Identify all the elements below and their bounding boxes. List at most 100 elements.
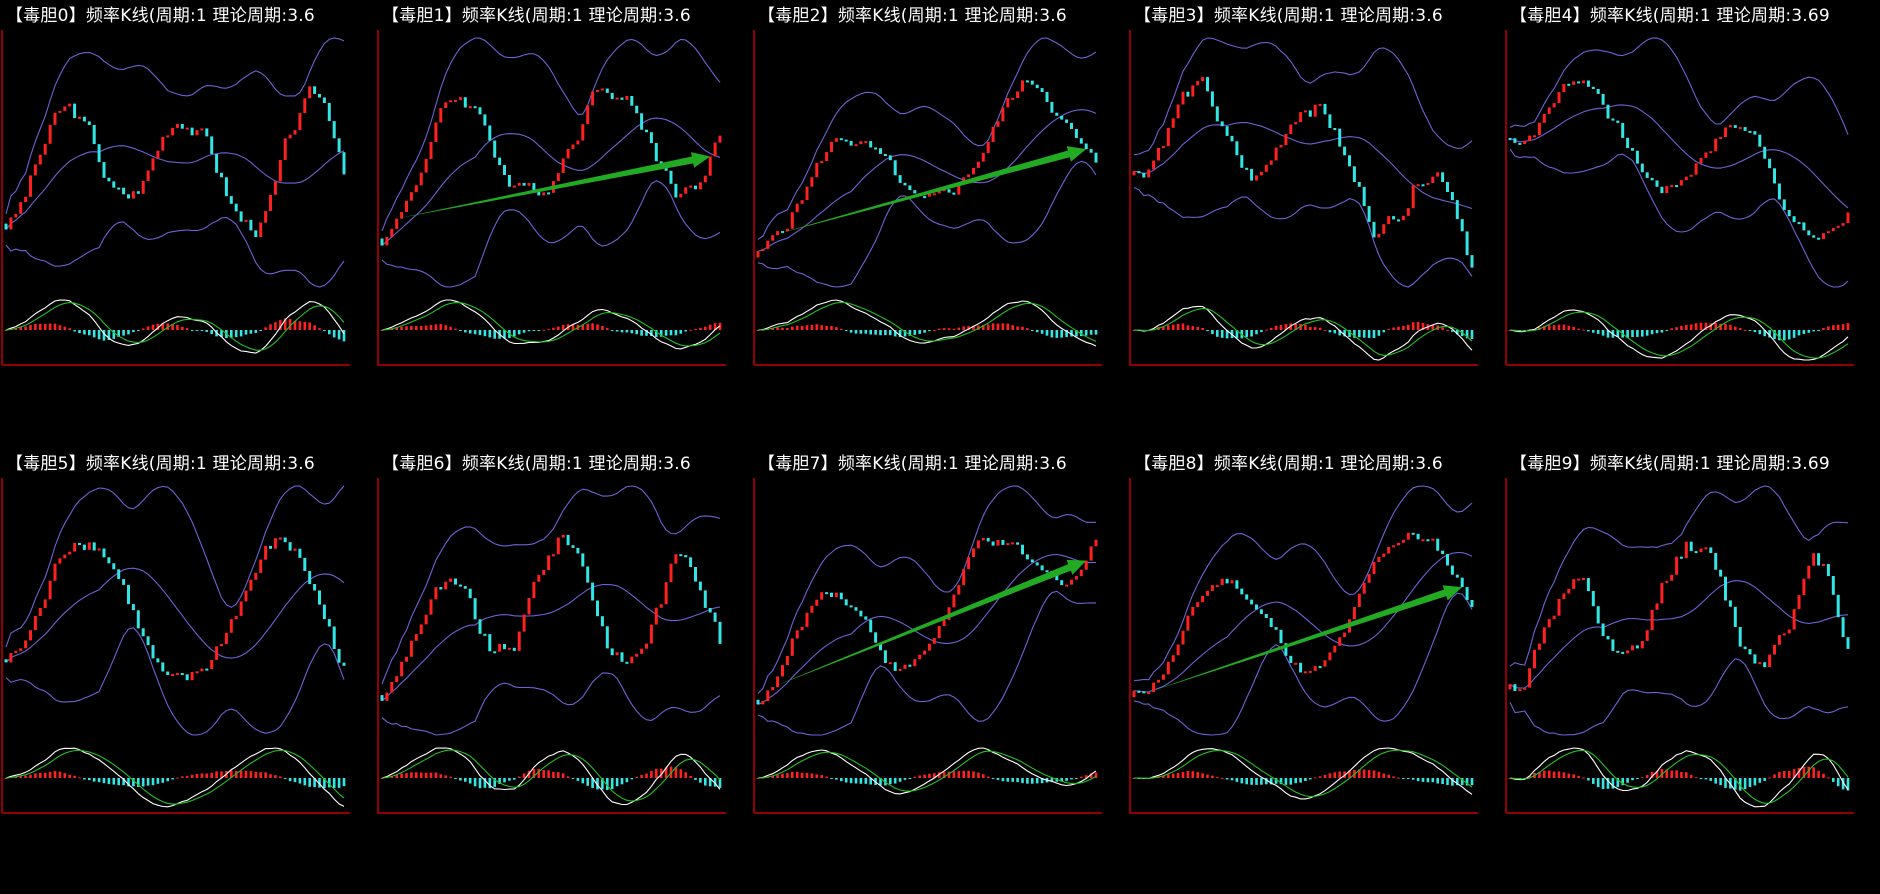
- candle: [1679, 556, 1683, 559]
- chart-panel-0[interactable]: 【毒胆0】频率K线(周期:1 理论周期:3.6: [0, 0, 375, 446]
- candle: [898, 175, 902, 183]
- candle: [1782, 199, 1786, 210]
- candle: [419, 172, 423, 186]
- candle: [903, 182, 907, 186]
- macd-bar: [517, 330, 521, 335]
- macd-bar: [298, 321, 302, 330]
- macd-bar: [952, 771, 956, 778]
- macd-bar: [708, 778, 712, 787]
- candle: [522, 182, 526, 186]
- macd-bar: [1040, 330, 1044, 334]
- macd-bar: [1626, 330, 1629, 338]
- candle: [414, 634, 418, 641]
- candle: [1743, 646, 1747, 650]
- candle: [488, 125, 492, 141]
- macd-bar: [1011, 778, 1014, 782]
- middle-band: [1509, 580, 1849, 689]
- candle: [556, 537, 560, 555]
- chart-panel-6[interactable]: 【毒胆6】频率K线(周期:1 理论周期:3.6: [376, 448, 751, 894]
- candle: [674, 183, 678, 198]
- macd-bar: [664, 330, 668, 336]
- candle: [58, 558, 62, 564]
- macd-bar: [1026, 328, 1029, 330]
- macd-bar: [1309, 326, 1312, 330]
- candle: [444, 581, 448, 590]
- macd-bar: [200, 773, 204, 778]
- candle: [947, 607, 951, 620]
- chart-panel-5[interactable]: 【毒胆5】频率K线(周期:1 理论周期:3.6: [0, 448, 375, 894]
- macd-bar: [1601, 778, 1605, 789]
- macd-bar: [635, 330, 638, 335]
- macd-bar: [650, 771, 653, 778]
- macd-bar: [576, 778, 580, 781]
- candle: [1016, 91, 1020, 98]
- candle: [249, 219, 253, 231]
- macd-bar: [1235, 330, 1239, 339]
- candle: [1631, 148, 1634, 151]
- candle: [424, 158, 428, 173]
- candle: [1245, 167, 1249, 170]
- candle: [898, 669, 902, 671]
- chart-panel-9[interactable]: 【毒胆9】频率K线(周期:1 理论周期:3.69: [1504, 448, 1879, 894]
- candle: [1846, 637, 1850, 649]
- macd-bar: [1343, 330, 1346, 337]
- macd-bar: [1006, 778, 1010, 782]
- macd-bar: [1685, 772, 1688, 778]
- chart-panel-4[interactable]: 【毒胆4】频率K线(周期:1 理论周期:3.69: [1504, 0, 1879, 446]
- macd-bar: [1001, 323, 1005, 330]
- candle: [1011, 542, 1015, 545]
- candle: [834, 592, 838, 598]
- chart-panel-2[interactable]: 【毒胆2】频率K线(周期:1 理论周期:3.6: [752, 0, 1127, 446]
- candle: [1596, 89, 1600, 94]
- candle: [1225, 578, 1229, 584]
- macd-bar: [1338, 771, 1341, 778]
- macd-bar: [1748, 778, 1752, 787]
- macd-bar: [655, 768, 658, 778]
- candle: [239, 211, 243, 222]
- candle: [244, 219, 248, 222]
- candle: [434, 587, 438, 600]
- candle: [269, 545, 272, 549]
- candle: [1001, 107, 1005, 122]
- candle: [649, 624, 653, 644]
- candle: [1338, 128, 1342, 147]
- upper-band: [757, 37, 1097, 240]
- macd-bar: [1827, 326, 1830, 330]
- candle: [322, 97, 326, 103]
- macd-bar: [1738, 778, 1742, 791]
- macd-bar: [859, 778, 863, 784]
- chart-panel-1[interactable]: 【毒胆1】频率K线(周期:1 理论周期:3.6: [376, 0, 751, 446]
- candle: [1768, 158, 1772, 169]
- frequency-kline-chart: [1129, 478, 1478, 814]
- candle: [1240, 155, 1244, 168]
- macd-bar: [1402, 325, 1405, 330]
- macd-bar: [171, 778, 174, 780]
- macd-bar: [1240, 778, 1244, 784]
- macd-bar: [650, 330, 653, 336]
- macd-bar: [864, 330, 868, 334]
- dea-line: [1509, 311, 1849, 359]
- chart-panel-8[interactable]: 【毒胆8】频率K线(周期:1 理论周期:3.6: [1128, 448, 1503, 894]
- candle: [313, 584, 317, 591]
- candle: [967, 557, 971, 570]
- candle: [293, 130, 297, 135]
- candle: [1001, 540, 1005, 545]
- chart-panel-3[interactable]: 【毒胆3】频率K线(周期:1 理论周期:3.6: [1128, 0, 1503, 446]
- macd-bar: [513, 778, 516, 780]
- macd-bar: [849, 778, 853, 784]
- macd-bar: [1645, 775, 1649, 778]
- macd-bar: [1645, 330, 1649, 336]
- candle: [33, 164, 37, 176]
- candle: [810, 605, 814, 613]
- chart-panel-7[interactable]: 【毒胆7】频率K线(周期:1 理论周期:3.6: [752, 448, 1127, 894]
- macd-bar: [684, 330, 687, 332]
- candle: [1157, 679, 1160, 683]
- macd-bar: [937, 328, 941, 330]
- candle: [24, 640, 28, 649]
- candle: [1450, 192, 1454, 201]
- macd-bar: [1778, 771, 1781, 778]
- macd-bar: [1196, 772, 1199, 778]
- candle: [932, 638, 936, 644]
- upper-band: [1133, 37, 1473, 156]
- macd-bar: [581, 778, 585, 784]
